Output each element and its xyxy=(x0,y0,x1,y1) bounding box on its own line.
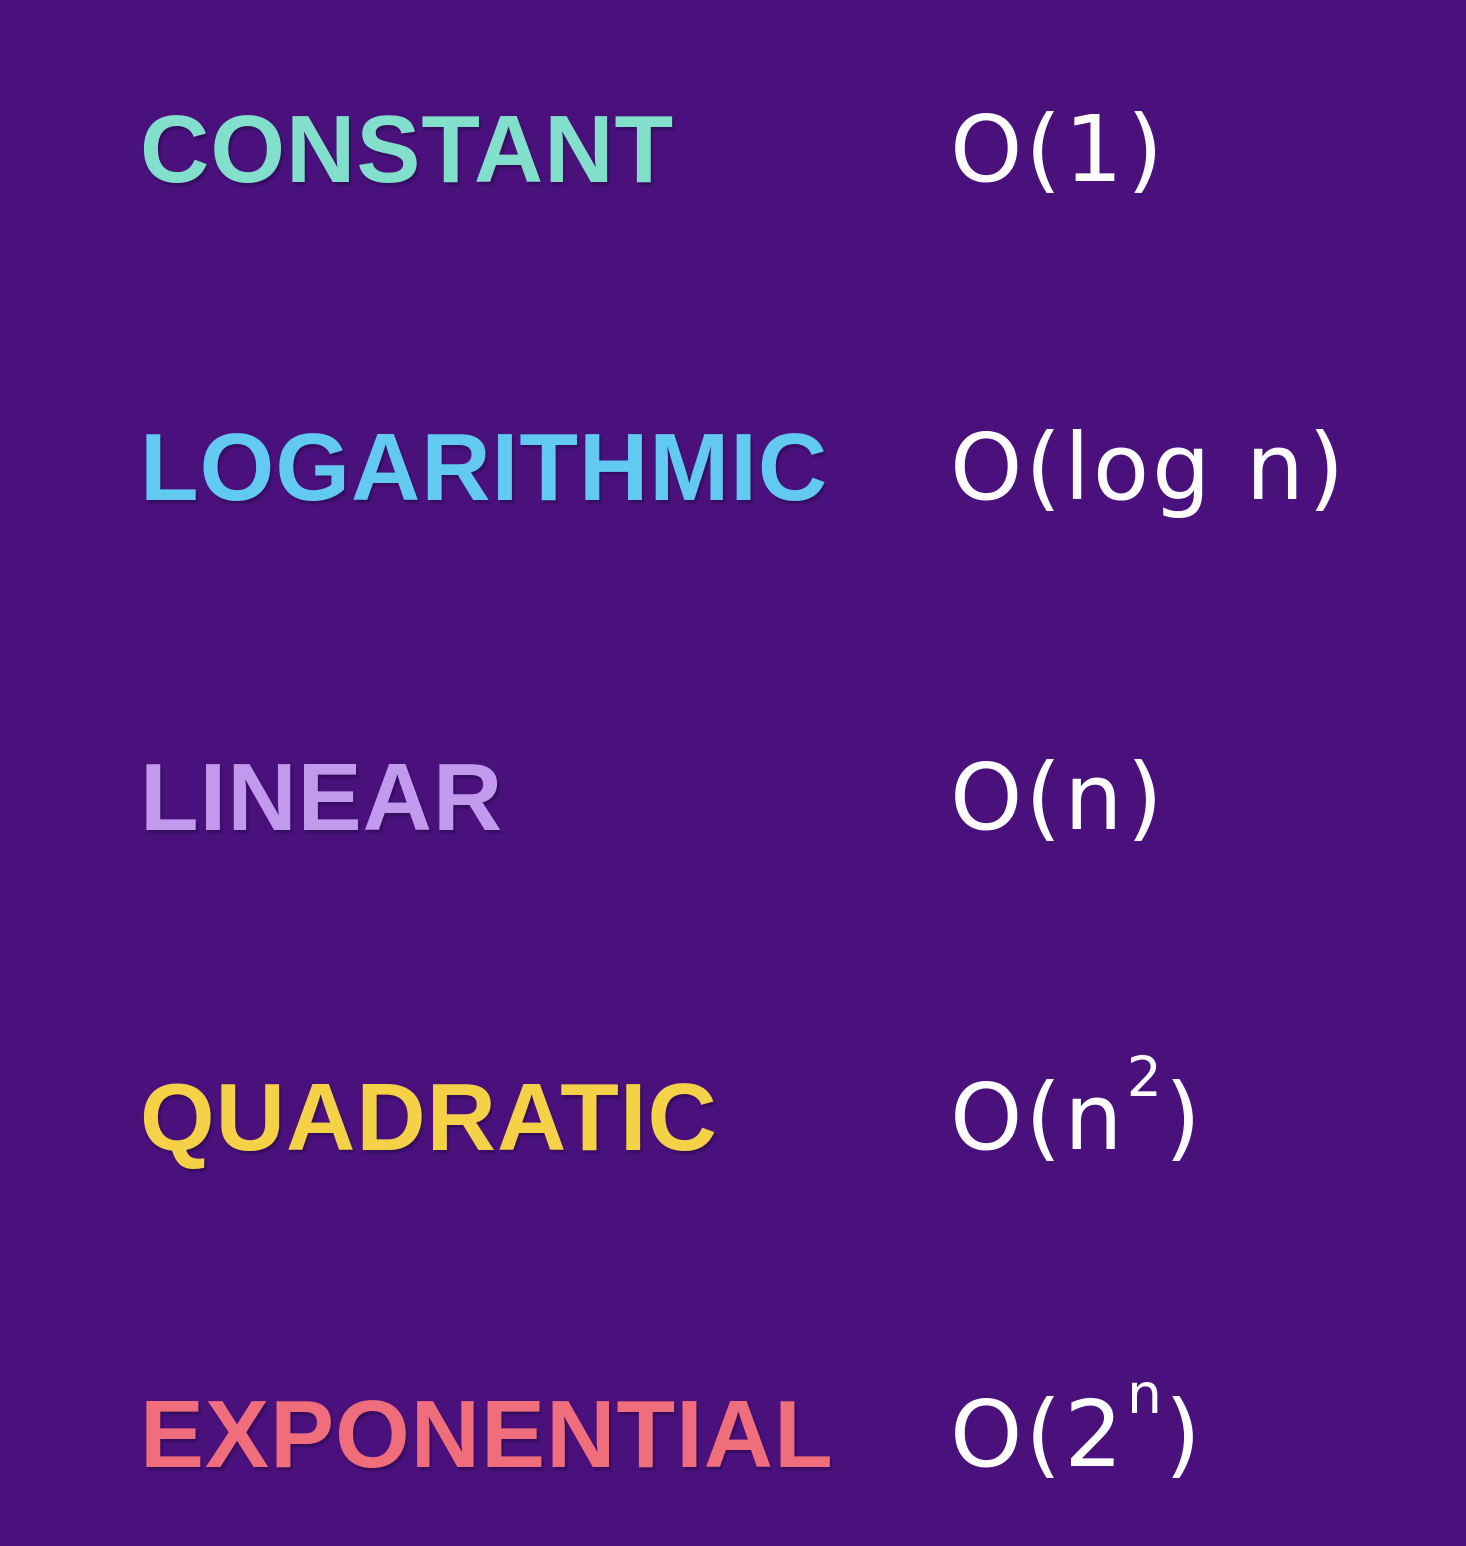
complexity-row-constant: CONSTANT O(1) xyxy=(0,50,1466,250)
complexity-notation-constant: O(1) xyxy=(950,50,1166,250)
notation-post: ) xyxy=(1164,1064,1204,1171)
notation-post: ) xyxy=(1126,744,1166,851)
notation-pre: O(1 xyxy=(950,96,1126,203)
complexity-row-exponential: EXPONENTIAL O(2 n) xyxy=(0,1335,1466,1535)
notation-pre: O(n xyxy=(950,744,1126,851)
notation-pre: O(2 xyxy=(950,1381,1126,1488)
complexity-row-logarithmic: LOGARITHMIC O(log n) xyxy=(0,368,1466,568)
complexity-label-constant: CONSTANT xyxy=(140,96,675,203)
notation-pre: O(n xyxy=(950,1064,1126,1171)
notation-post: ) xyxy=(1164,1381,1204,1488)
complexity-label-logarithmic: LOGARITHMIC xyxy=(140,414,829,521)
notation-superscript: n xyxy=(1126,1362,1165,1427)
complexity-row-linear: LINEAR O(n) xyxy=(0,698,1466,898)
complexity-notation-linear: O(n) xyxy=(950,698,1166,898)
notation-post: ) xyxy=(1126,96,1166,203)
complexity-row-quadratic: QUADRATIC O(n 2) xyxy=(0,1018,1466,1218)
complexity-notation-quadratic: O(n 2) xyxy=(950,1018,1204,1218)
complexity-label-quadratic: QUADRATIC xyxy=(140,1064,718,1171)
notation-superscript: 2 xyxy=(1126,1045,1165,1110)
complexity-label-exponential: EXPONENTIAL xyxy=(140,1381,834,1488)
complexity-label-linear: LINEAR xyxy=(140,744,504,851)
complexity-notation-exponential: O(2 n) xyxy=(950,1335,1204,1535)
notation-pre: O(log n xyxy=(950,414,1308,521)
notation-post: ) xyxy=(1308,414,1348,521)
complexity-notation-logarithmic: O(log n) xyxy=(950,368,1347,568)
